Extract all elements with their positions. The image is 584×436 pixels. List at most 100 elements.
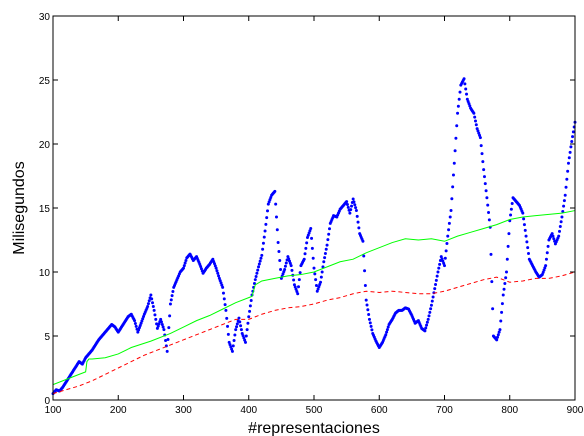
data-point <box>354 209 358 213</box>
data-point <box>314 283 318 287</box>
data-point <box>292 278 296 282</box>
data-point <box>346 205 350 209</box>
data-point <box>490 280 494 284</box>
data-point <box>150 297 154 301</box>
data-point <box>504 276 508 280</box>
data-point <box>486 203 490 207</box>
data-point <box>433 287 437 291</box>
data-point <box>429 307 433 311</box>
data-point <box>159 320 163 324</box>
data-point <box>454 136 458 140</box>
data-point <box>431 295 435 299</box>
data-point <box>274 202 278 206</box>
data-point <box>305 241 309 245</box>
data-point <box>133 322 137 326</box>
data-point <box>152 308 156 312</box>
data-point <box>323 251 327 255</box>
data-point <box>161 325 165 329</box>
data-point <box>327 232 331 236</box>
y-tick-label: 5 <box>44 332 50 343</box>
y-axis-label: Milisegundos <box>11 161 28 254</box>
data-point <box>248 304 252 308</box>
data-point <box>183 261 187 265</box>
y-tick-label: 30 <box>39 12 51 23</box>
data-point <box>232 338 236 342</box>
data-point <box>325 243 329 247</box>
y-tick-label: 10 <box>39 268 51 279</box>
data-point <box>182 264 186 268</box>
data-point <box>521 211 525 215</box>
x-axis-label: #representaciones <box>248 420 380 436</box>
data-point <box>353 203 357 207</box>
data-point <box>223 303 227 307</box>
data-point <box>570 139 574 143</box>
x-tick-label: 400 <box>240 405 257 416</box>
data-point <box>256 268 260 272</box>
data-point <box>149 293 153 297</box>
data-point <box>424 326 428 330</box>
data-point <box>260 253 264 257</box>
data-point <box>364 298 368 302</box>
data-point <box>277 250 281 254</box>
data-point <box>557 234 561 238</box>
data-point <box>297 285 300 289</box>
data-point <box>146 305 150 309</box>
data-point <box>480 152 484 156</box>
data-point <box>367 317 371 321</box>
data-point <box>155 322 159 326</box>
data-point <box>503 282 507 286</box>
data-point <box>367 313 371 317</box>
data-point <box>569 145 573 149</box>
data-point <box>478 136 482 140</box>
data-point <box>445 242 449 246</box>
data-point <box>558 225 562 229</box>
data-point <box>309 226 313 230</box>
data-point <box>323 256 327 260</box>
data-point <box>290 268 294 272</box>
data-point <box>279 267 283 271</box>
data-point <box>448 215 452 219</box>
data-point <box>303 252 307 256</box>
data-point <box>443 256 447 260</box>
data-point <box>319 280 323 284</box>
data-point <box>226 332 230 336</box>
data-point <box>523 228 527 232</box>
y-tick-label: 15 <box>39 204 51 215</box>
data-point <box>501 293 505 297</box>
data-point <box>276 241 280 245</box>
data-point <box>509 207 513 211</box>
data-point <box>154 317 158 321</box>
data-point <box>247 315 251 319</box>
data-point <box>363 269 367 273</box>
data-point <box>495 338 499 342</box>
data-point <box>164 338 168 342</box>
data-point <box>456 104 460 108</box>
blue-dot-series <box>51 77 577 396</box>
data-point <box>425 320 429 324</box>
green-line <box>52 210 576 386</box>
data-point <box>238 320 242 324</box>
data-point <box>273 189 277 193</box>
data-point <box>434 282 438 286</box>
data-point <box>275 228 279 232</box>
data-point <box>296 292 300 296</box>
data-point <box>566 161 570 165</box>
data-point <box>261 247 265 251</box>
data-point <box>369 324 373 328</box>
data-point <box>324 247 328 251</box>
data-point <box>134 324 138 328</box>
ticks-layer: 100 200 300 400 500 600 700 800 900 0 5 10 15 20 25 30 <box>39 12 584 416</box>
data-point <box>354 206 358 210</box>
data-point <box>147 299 151 303</box>
data-point <box>483 182 487 186</box>
x-tick-label: 800 <box>501 405 518 416</box>
data-point <box>225 316 229 320</box>
data-point <box>474 123 478 127</box>
data-point <box>310 236 314 240</box>
data-point <box>266 209 270 213</box>
data-point <box>423 329 427 333</box>
data-point <box>217 274 221 278</box>
data-point <box>571 130 575 134</box>
data-point <box>357 226 361 230</box>
